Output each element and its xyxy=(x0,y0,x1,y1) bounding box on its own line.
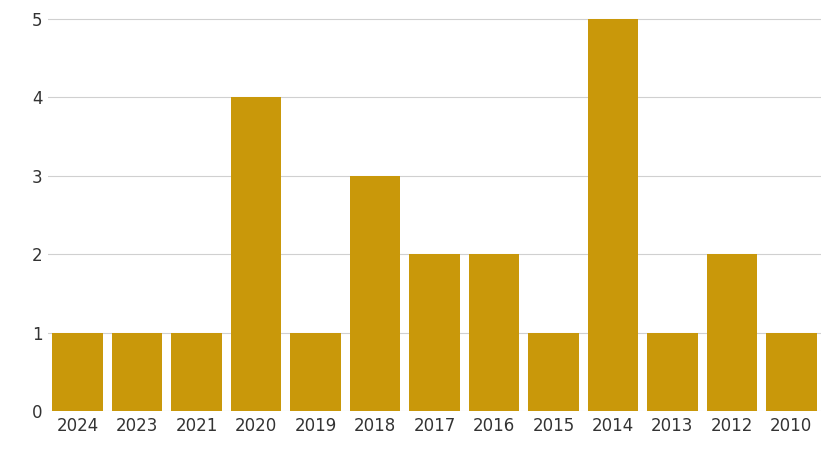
Bar xyxy=(231,97,281,411)
Bar xyxy=(171,333,222,411)
Bar xyxy=(349,176,399,411)
Bar xyxy=(112,333,162,411)
Bar xyxy=(765,333,815,411)
Bar xyxy=(528,333,578,411)
Bar xyxy=(290,333,341,411)
Bar xyxy=(587,19,638,411)
Bar xyxy=(705,254,756,411)
Bar xyxy=(409,254,459,411)
Bar xyxy=(647,333,697,411)
Bar xyxy=(52,333,103,411)
Bar xyxy=(468,254,519,411)
